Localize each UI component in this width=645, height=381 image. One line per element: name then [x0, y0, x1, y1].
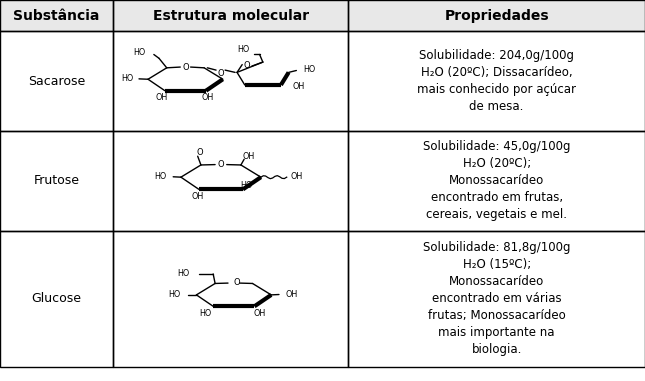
Text: Frutose: Frutose — [34, 174, 79, 187]
Text: Estrutura molecular: Estrutura molecular — [152, 9, 309, 22]
Text: HO: HO — [169, 290, 181, 299]
Bar — [0, 231, 113, 367]
Bar — [0, 231, 113, 367]
Bar — [348, 231, 645, 367]
Text: Solubilidade: 45,0g/100g
H₂O (20ºC);
Monossacarídeo
encontrado em frutas,
cereai: Solubilidade: 45,0g/100g H₂O (20ºC); Mon… — [423, 141, 570, 221]
Bar — [348, 31, 645, 131]
Text: O: O — [182, 62, 189, 72]
Bar — [113, 31, 348, 131]
Bar — [0, 0, 113, 31]
Bar — [0, 131, 113, 231]
Bar — [0, 131, 113, 231]
Text: OH: OH — [291, 172, 303, 181]
Text: OH: OH — [285, 290, 297, 299]
Text: HO: HO — [199, 309, 212, 318]
Bar — [113, 0, 348, 31]
Bar — [113, 31, 348, 131]
Bar — [348, 31, 645, 131]
Text: Propriedades: Propriedades — [444, 9, 549, 22]
Text: OH: OH — [202, 93, 214, 102]
Bar — [113, 131, 348, 231]
Text: OH: OH — [192, 192, 204, 201]
Bar — [348, 0, 645, 31]
Bar — [348, 131, 645, 231]
Bar — [0, 31, 113, 131]
Bar — [113, 131, 348, 231]
Bar — [0, 0, 113, 31]
Bar — [0, 31, 113, 131]
Text: Solubilidade: 204,0g/100g
H₂O (20ºC); Dissacarídeo,
mais conhecido por açúcar
de: Solubilidade: 204,0g/100g H₂O (20ºC); Di… — [417, 49, 576, 113]
Text: Sacarose: Sacarose — [28, 75, 85, 88]
Text: OH: OH — [155, 93, 168, 102]
Text: HO: HO — [122, 74, 134, 83]
Text: HO: HO — [134, 48, 145, 57]
Text: O: O — [233, 278, 240, 287]
Text: HO: HO — [240, 181, 252, 190]
Text: OH: OH — [253, 309, 266, 318]
Text: Substância: Substância — [14, 9, 99, 22]
Text: OH: OH — [243, 152, 255, 161]
Text: O: O — [217, 160, 224, 169]
Text: Glucose: Glucose — [32, 292, 81, 305]
Text: OH: OH — [292, 82, 304, 91]
Text: O: O — [243, 61, 250, 70]
Bar — [348, 131, 645, 231]
Bar — [348, 231, 645, 367]
Text: HO: HO — [238, 45, 250, 54]
Bar — [113, 0, 348, 31]
Bar — [348, 0, 645, 31]
Text: Solubilidade: 81,8g/100g
H₂O (15ºC);
Monossacarídeo
encontrado em várias
frutas;: Solubilidade: 81,8g/100g H₂O (15ºC); Mon… — [423, 241, 570, 356]
Bar — [113, 231, 348, 367]
Bar — [113, 231, 348, 367]
Text: HO: HO — [178, 269, 190, 278]
Text: HO: HO — [303, 65, 315, 74]
Text: O: O — [218, 69, 224, 78]
Text: O: O — [197, 147, 204, 157]
Text: HO: HO — [154, 172, 166, 181]
